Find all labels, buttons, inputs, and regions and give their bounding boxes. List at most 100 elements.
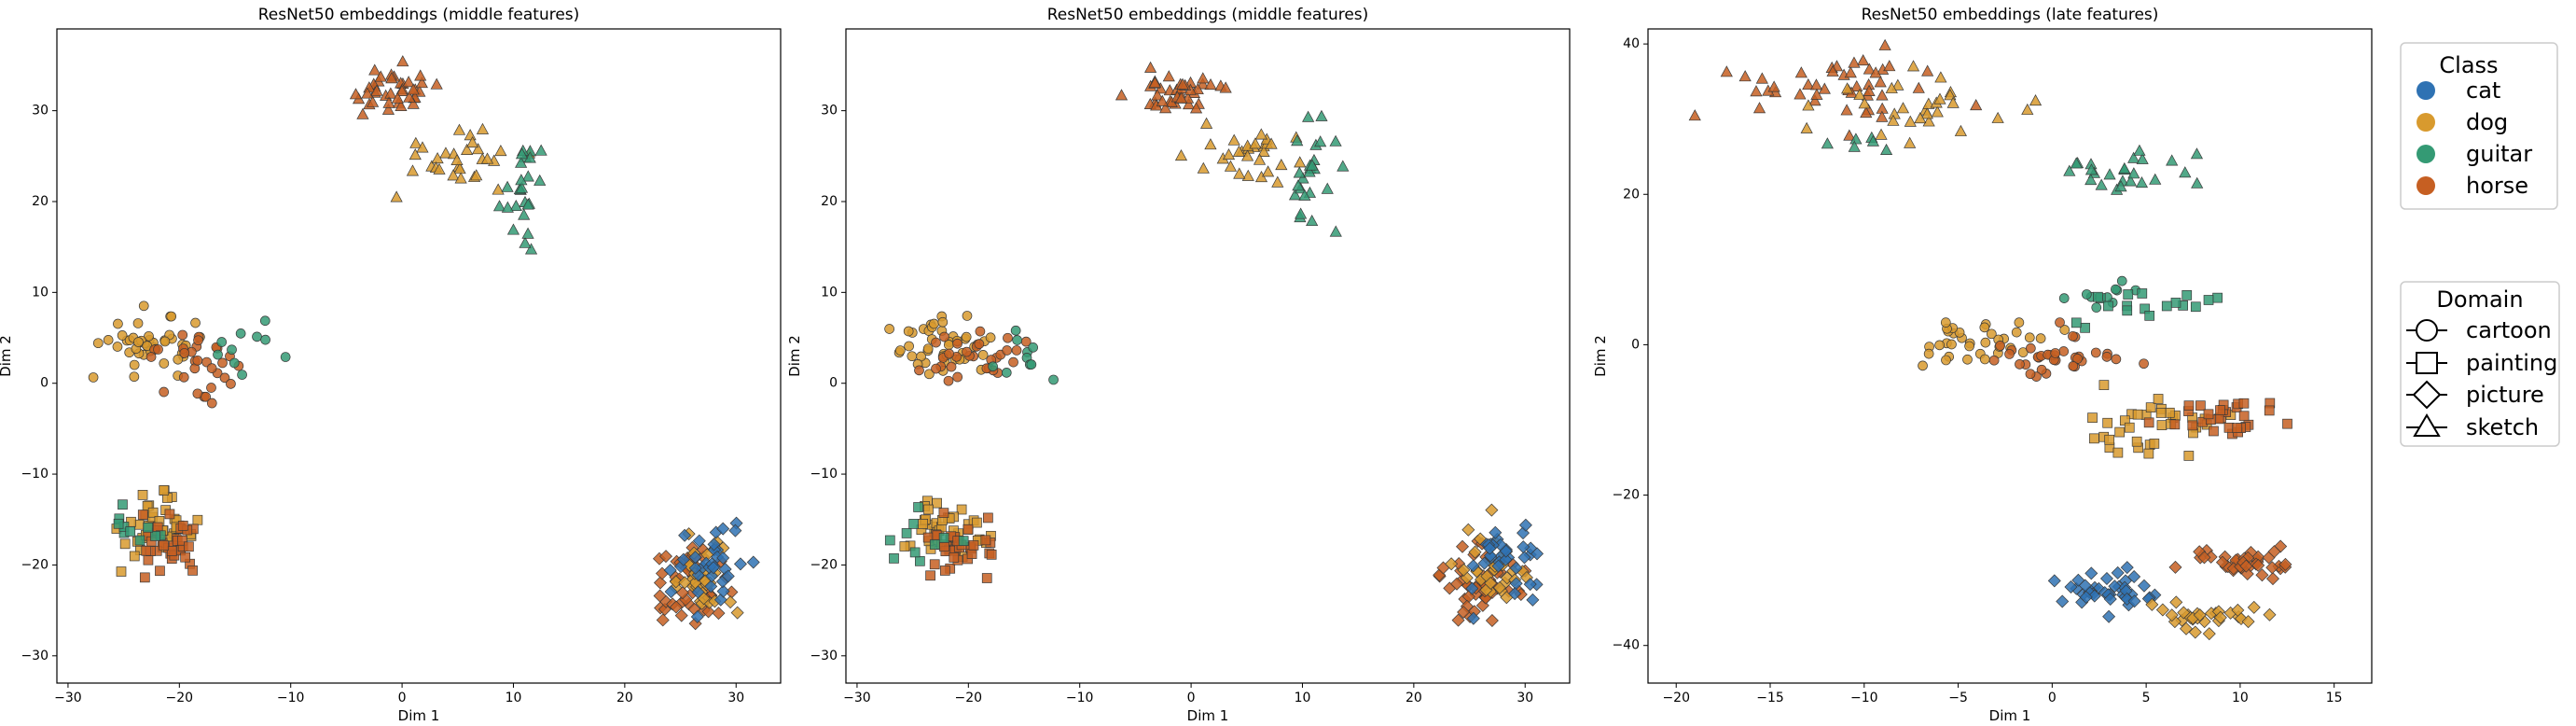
- point-guitar-sketch: [515, 147, 529, 160]
- point-guitar-painting: [2170, 298, 2181, 308]
- point-horse-sketch: [391, 91, 404, 104]
- point-dog-sketch: [406, 164, 420, 176]
- panel-2-frame: [845, 28, 1571, 684]
- point-dog-sketch: [1841, 82, 1854, 94]
- point-dog-sketch: [1891, 78, 1904, 91]
- point-horse-cartoon: [145, 352, 157, 362]
- y-tick-label: −30: [810, 649, 838, 663]
- point-guitar-painting: [118, 499, 128, 510]
- point-horse-sketch: [414, 69, 427, 81]
- point-dog-painting: [2114, 426, 2126, 438]
- point-dog-picture: [2165, 608, 2179, 622]
- point-cat-picture: [2137, 579, 2151, 593]
- point-horse-painting: [159, 540, 169, 551]
- legend-sketch-marker: [2413, 413, 2441, 437]
- y-tick-label: 10: [821, 285, 838, 300]
- point-cat-picture: [707, 538, 721, 551]
- point-guitar-painting: [2161, 300, 2172, 312]
- legend-guitar-label: guitar: [2466, 141, 2532, 167]
- point-horse-picture: [2251, 558, 2265, 572]
- point-guitar-sketch: [2063, 164, 2076, 176]
- y-tick-label: 0: [829, 376, 838, 391]
- point-dog-sketch: [1265, 137, 1278, 149]
- point-horse-sketch: [382, 96, 395, 108]
- point-dog-picture: [2145, 597, 2159, 611]
- point-horse-sketch: [1809, 78, 1823, 91]
- point-horse-picture: [653, 576, 667, 590]
- point-horse-picture: [1450, 577, 1463, 591]
- point-horse-sketch: [1863, 84, 1876, 96]
- point-dog-cartoon: [133, 337, 144, 347]
- point-dog-cartoon: [1964, 341, 1974, 352]
- point-dog-sketch: [1920, 107, 1933, 119]
- point-dog-painting: [2153, 394, 2164, 404]
- point-horse-cartoon: [2036, 364, 2047, 375]
- point-cat-picture: [1517, 551, 1531, 565]
- point-dog-painting: [899, 541, 910, 551]
- point-horse-painting: [2215, 405, 2225, 415]
- point-horse-picture: [1451, 613, 1465, 627]
- point-guitar-cartoon: [229, 357, 240, 369]
- point-horse-cartoon: [2050, 348, 2061, 358]
- point-dog-sketch: [1271, 175, 1284, 188]
- point-cat-picture: [716, 584, 730, 598]
- point-horse-sketch: [1175, 91, 1188, 104]
- point-dog-cartoon: [922, 343, 934, 355]
- point-dog-cartoon: [144, 330, 154, 342]
- point-guitar-painting: [2122, 305, 2133, 316]
- point-cat-picture: [1518, 518, 1532, 532]
- point-guitar-painting: [134, 535, 145, 546]
- point-dog-sketch: [1197, 161, 1210, 174]
- legend-domain: Domain cartoon painting picture sketch: [2400, 281, 2560, 447]
- point-guitar-sketch: [1306, 159, 1319, 171]
- point-dog-picture: [1468, 545, 1482, 559]
- point-horse-picture: [669, 600, 683, 614]
- point-guitar-painting: [2103, 300, 2113, 312]
- point-horse-painting: [177, 535, 187, 546]
- y-tick-label: 0: [1631, 337, 1640, 352]
- point-horse-sketch: [1767, 80, 1780, 92]
- point-cat-picture: [1465, 581, 1479, 595]
- point-horse-painting: [966, 549, 977, 559]
- point-horse-painting: [938, 508, 949, 518]
- point-cat-picture: [2127, 570, 2141, 584]
- point-horse-cartoon: [914, 365, 924, 376]
- point-guitar-painting: [125, 526, 136, 537]
- point-horse-painting: [983, 512, 993, 524]
- point-cat-picture: [707, 561, 721, 575]
- x-tick-label: 0: [398, 691, 407, 705]
- x-tick-label: 30: [727, 691, 744, 705]
- point-horse-sketch: [349, 88, 363, 100]
- legend-cat-label: cat: [2466, 77, 2500, 104]
- point-dog-picture: [2188, 625, 2202, 639]
- x-tick-label: 30: [1517, 691, 1533, 705]
- point-dog-cartoon: [166, 311, 177, 322]
- point-guitar-cartoon: [280, 352, 291, 362]
- point-cat-picture: [1508, 587, 1522, 601]
- point-horse-cartoon: [2025, 342, 2036, 354]
- point-dog-cartoon: [1979, 322, 1990, 333]
- point-horse-painting: [2183, 400, 2195, 412]
- point-horse-sketch: [1115, 89, 1129, 101]
- point-guitar-sketch: [1306, 214, 1319, 227]
- point-horse-sketch: [403, 91, 416, 103]
- point-dog-picture: [1492, 580, 1506, 594]
- point-dog-sketch: [1275, 159, 1288, 171]
- point-dog-sketch: [1896, 102, 1910, 114]
- point-cat-picture: [1499, 552, 1513, 566]
- point-guitar-sketch: [521, 227, 534, 239]
- point-horse-sketch: [1970, 99, 1983, 111]
- y-tick-label: 0: [40, 376, 48, 391]
- point-dog-painting: [2098, 380, 2110, 390]
- point-dog-cartoon: [2059, 325, 2070, 335]
- point-horse-sketch: [1860, 106, 1873, 119]
- point-horse-sketch: [1148, 76, 1162, 89]
- point-horse-painting: [980, 535, 991, 546]
- point-dog-sketch: [1262, 165, 1275, 177]
- x-tick-label: −10: [1066, 691, 1094, 705]
- point-horse-sketch: [374, 70, 387, 82]
- point-dog-painting: [2155, 408, 2167, 418]
- x-axis-label: Dim 1: [398, 707, 440, 724]
- point-guitar-sketch: [518, 208, 531, 220]
